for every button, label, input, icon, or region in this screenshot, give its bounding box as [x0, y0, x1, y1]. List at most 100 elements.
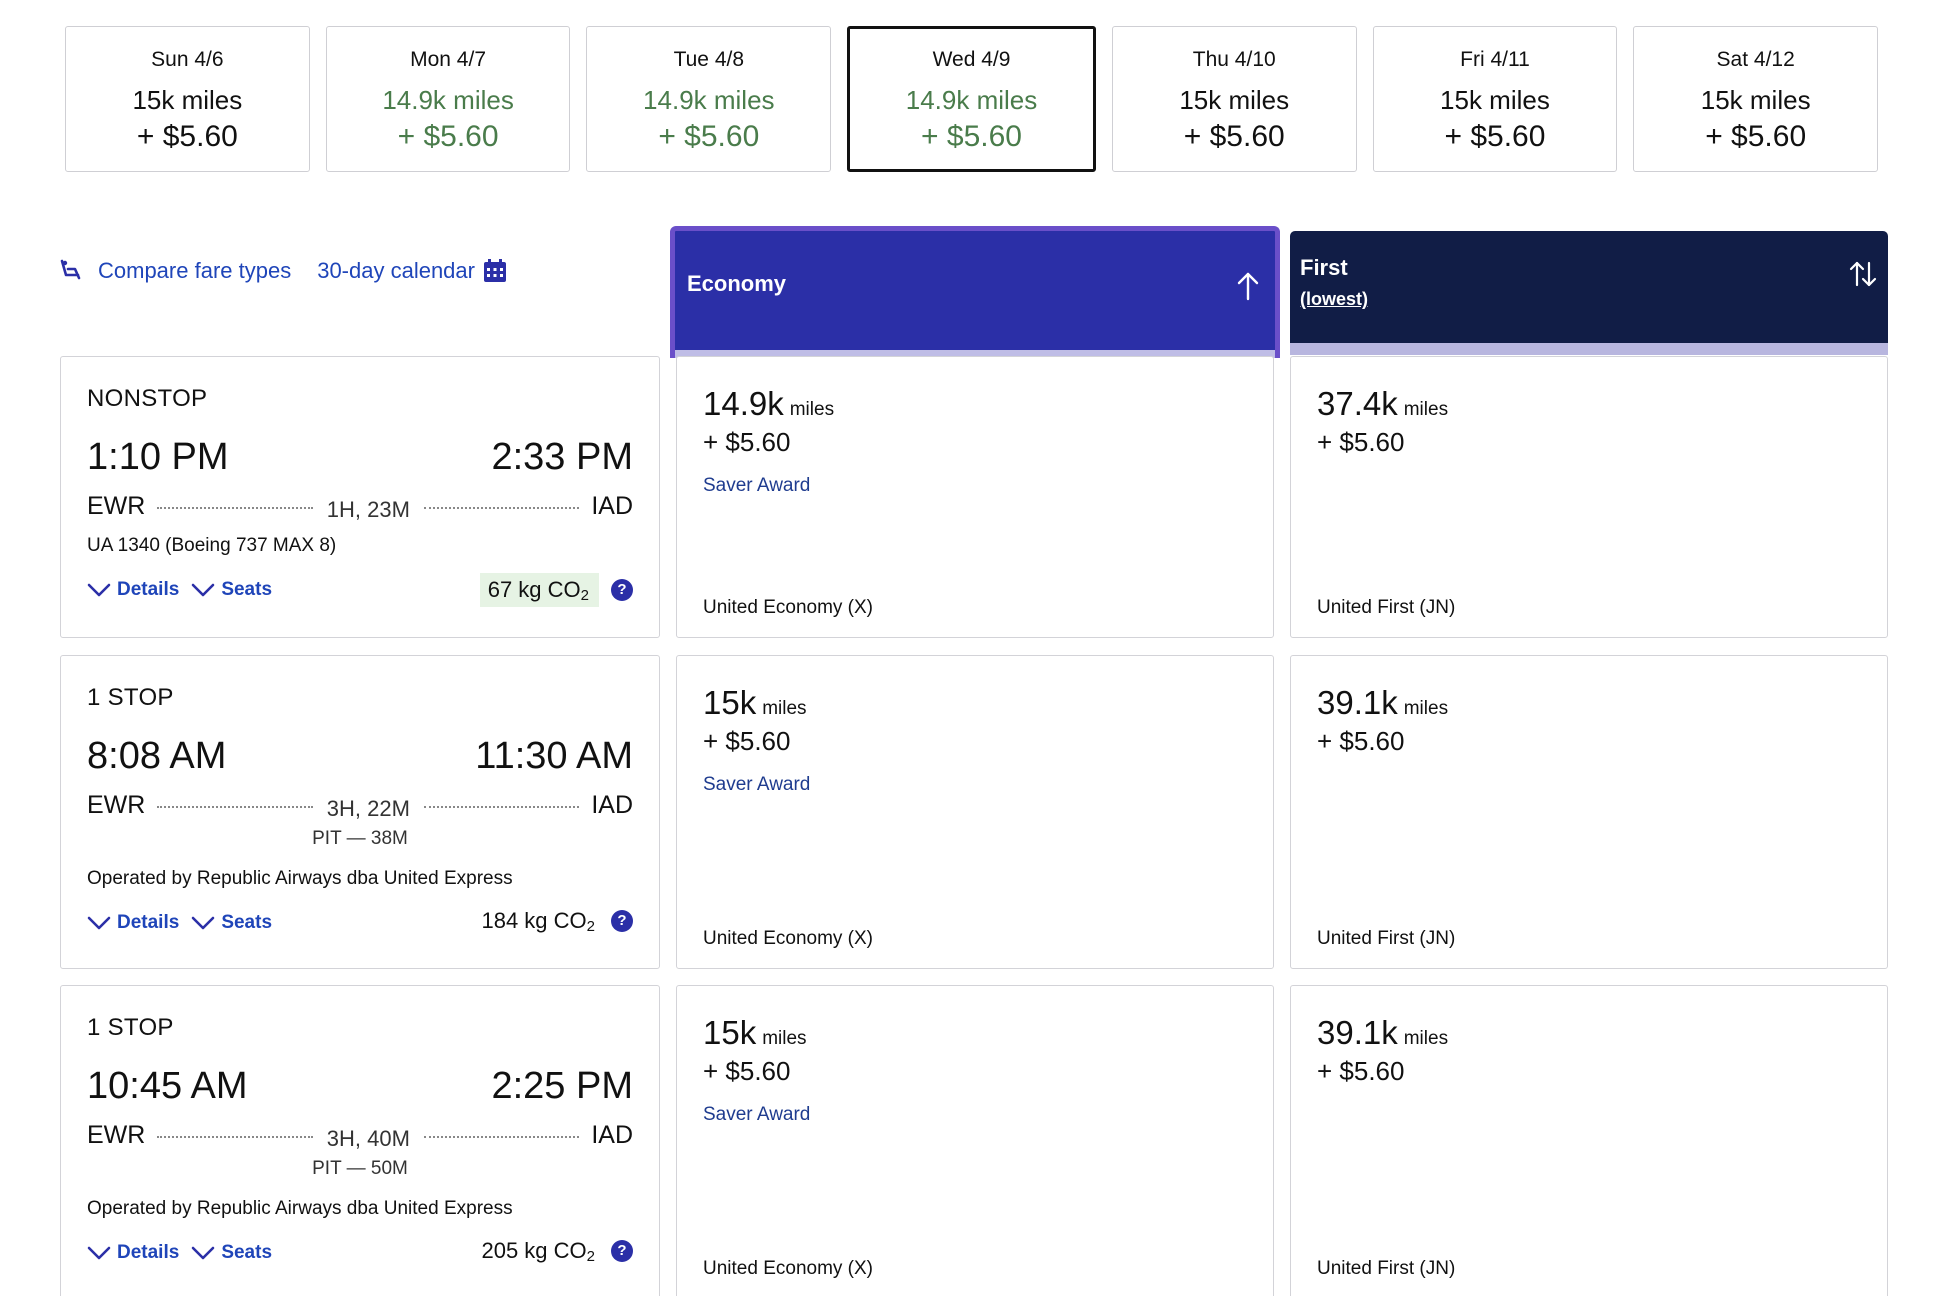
stops-label: 1 STOP	[87, 1014, 174, 1041]
co2-subscript: 2	[586, 918, 595, 935]
origin-code: EWR	[87, 790, 146, 819]
date-card-wed-selected[interactable]: Wed 4/9 14.9k miles + $5.60	[847, 26, 1096, 172]
fare-class: United Economy (X)	[703, 928, 874, 949]
fare-fee: + $5.60	[1317, 726, 1405, 756]
fare-class: United Economy (X)	[703, 597, 874, 618]
compare-fare-types-link[interactable]: Compare fare types	[58, 258, 291, 284]
date-card-sat[interactable]: Sat 4/12 15k miles + $5.60	[1633, 26, 1879, 172]
date-card-tue[interactable]: Tue 4/8 14.9k miles + $5.60	[586, 26, 832, 172]
date-miles: 15k miles	[1440, 85, 1550, 115]
30-day-calendar-link[interactable]: 30-day calendar	[317, 258, 507, 284]
saver-award-tag: Saver Award	[703, 475, 811, 496]
first-column-header[interactable]: First (lowest)	[1290, 231, 1888, 355]
flight-times: 10:45 AM 2:25 PM	[87, 1064, 633, 1108]
fare-miles: 15k miles	[703, 1014, 807, 1052]
date-card-fri[interactable]: Fri 4/11 15k miles + $5.60	[1372, 26, 1618, 172]
co2-value: 205 kg CO	[481, 1238, 587, 1263]
sort-arrows-icon[interactable]	[1846, 257, 1880, 291]
date-miles: 14.9k miles	[643, 85, 775, 115]
co2-emissions: 205 kg CO 2	[481, 1238, 595, 1265]
fare-class: United Economy (X)	[703, 1258, 874, 1279]
arrow-up-icon[interactable]	[1231, 269, 1265, 303]
flight-row: 1 STOP 8:08 AM 11:30 AM EWR 3H, 22M IAD …	[60, 655, 1888, 969]
arrival-time: 2:33 PM	[491, 436, 633, 478]
date-label: Thu 4/10	[1192, 48, 1276, 71]
date-fee: + $5.60	[397, 120, 499, 153]
fare-miles-value: 37.4k	[1317, 385, 1398, 422]
route-line: EWR 3H, 22M IAD	[87, 790, 633, 822]
chevron-down-icon	[87, 1246, 111, 1260]
fare-class: United First (JN)	[1317, 928, 1456, 949]
date-card-mon[interactable]: Mon 4/7 14.9k miles + $5.60	[325, 26, 571, 172]
first-fare-cell[interactable]: 39.1k miles + $5.60 United First (JN)	[1290, 655, 1888, 969]
seats-toggle[interactable]: Seats	[191, 912, 272, 934]
details-label: Details	[117, 912, 180, 933]
fare-fee: + $5.60	[1317, 427, 1405, 457]
fare-fee: + $5.60	[1317, 1056, 1405, 1086]
fare-miles-unit: miles	[789, 399, 835, 420]
route-divider	[423, 507, 580, 509]
help-icon[interactable]: ?	[611, 579, 633, 601]
date-card-sun[interactable]: Sun 4/6 15k miles + $5.60	[65, 26, 310, 172]
first-header-subtitle[interactable]: (lowest)	[1300, 289, 1369, 309]
fare-miles-unit: miles	[1403, 399, 1449, 420]
economy-fare-cell[interactable]: 15k miles + $5.60 Saver Award United Eco…	[676, 985, 1274, 1296]
date-label: Fri 4/11	[1460, 48, 1530, 71]
first-fare-cell[interactable]: 39.1k miles + $5.60 United First (JN)	[1290, 985, 1888, 1296]
fare-miles-unit: miles	[1403, 1028, 1449, 1049]
seats-label: Seats	[221, 912, 273, 933]
seats-label: Seats	[221, 579, 273, 600]
date-label: Sun 4/6	[151, 48, 224, 71]
first-fare-cell[interactable]: 37.4k miles + $5.60 United First (JN)	[1290, 356, 1888, 638]
seats-label: Seats	[221, 1242, 273, 1263]
arrival-time: 11:30 AM	[475, 735, 633, 777]
economy-fare-cell[interactable]: 15k miles + $5.60 Saver Award United Eco…	[676, 655, 1274, 969]
seats-toggle[interactable]: Seats	[191, 1242, 272, 1264]
date-fee: + $5.60	[921, 120, 1022, 153]
flight-info: UA 1340 (Boeing 737 MAX 8)	[87, 535, 337, 556]
date-fee: + $5.60	[136, 120, 238, 153]
fare-miles: 39.1k miles	[1317, 1014, 1448, 1052]
fare-miles-unit: miles	[762, 698, 807, 719]
chevron-down-icon	[192, 916, 215, 930]
route-line: EWR 1H, 23M IAD	[87, 491, 633, 523]
fare-miles-value: 14.9k	[703, 385, 784, 422]
fare-class: United First (JN)	[1317, 1258, 1456, 1279]
co2-subscript: 2	[580, 587, 589, 604]
fare-miles-value: 15k	[703, 1014, 757, 1051]
departure-time: 1:10 PM	[87, 436, 229, 478]
chevron-down-icon	[192, 1246, 215, 1260]
flight-info: Operated by Republic Airways dba United …	[87, 1198, 513, 1219]
flight-actions: Details Seats	[87, 1242, 284, 1264]
flight-duration: 3H, 40M	[326, 1126, 410, 1151]
date-miles: 14.9k miles	[905, 85, 1038, 115]
co2-emissions: 67 kg CO 2	[479, 573, 599, 607]
details-toggle[interactable]: Details	[87, 912, 179, 934]
economy-header-bar	[675, 350, 1275, 358]
date-fee: + $5.60	[1444, 120, 1546, 153]
help-icon[interactable]: ?	[611, 910, 633, 932]
date-label: Sat 4/12	[1716, 48, 1795, 71]
date-card-thu[interactable]: Thu 4/10 15k miles + $5.60	[1111, 26, 1357, 172]
date-miles: 15k miles	[1700, 85, 1811, 115]
help-icon[interactable]: ?	[611, 1240, 633, 1262]
first-header-title: First	[1300, 255, 1348, 280]
fare-class: United First (JN)	[1317, 597, 1456, 618]
date-miles: 15k miles	[132, 85, 243, 115]
chevron-down-icon	[87, 583, 111, 597]
chevron-down-icon	[87, 916, 111, 930]
route-line: EWR 3H, 40M IAD	[87, 1120, 633, 1152]
co2-subscript: 2	[586, 1248, 595, 1265]
details-toggle[interactable]: Details	[87, 579, 179, 601]
results-toolbar: Compare fare types 30-day calendar	[58, 254, 507, 288]
details-toggle[interactable]: Details	[87, 1242, 179, 1264]
flight-row: NONSTOP 1:10 PM 2:33 PM EWR 1H, 23M IAD …	[60, 356, 1888, 638]
fare-miles: 39.1k miles	[1317, 684, 1448, 722]
flight-actions: Details Seats	[87, 579, 284, 601]
seats-toggle[interactable]: Seats	[191, 579, 272, 601]
date-miles: 14.9k miles	[382, 85, 514, 115]
economy-column-header[interactable]: Economy	[670, 226, 1280, 358]
fare-fee: + $5.60	[703, 427, 791, 457]
date-selector: Sun 4/6 15k miles + $5.60 Mon 4/7 14.9k …	[65, 26, 1879, 172]
economy-fare-cell[interactable]: 14.9k miles + $5.60 Saver Award United E…	[676, 356, 1274, 638]
